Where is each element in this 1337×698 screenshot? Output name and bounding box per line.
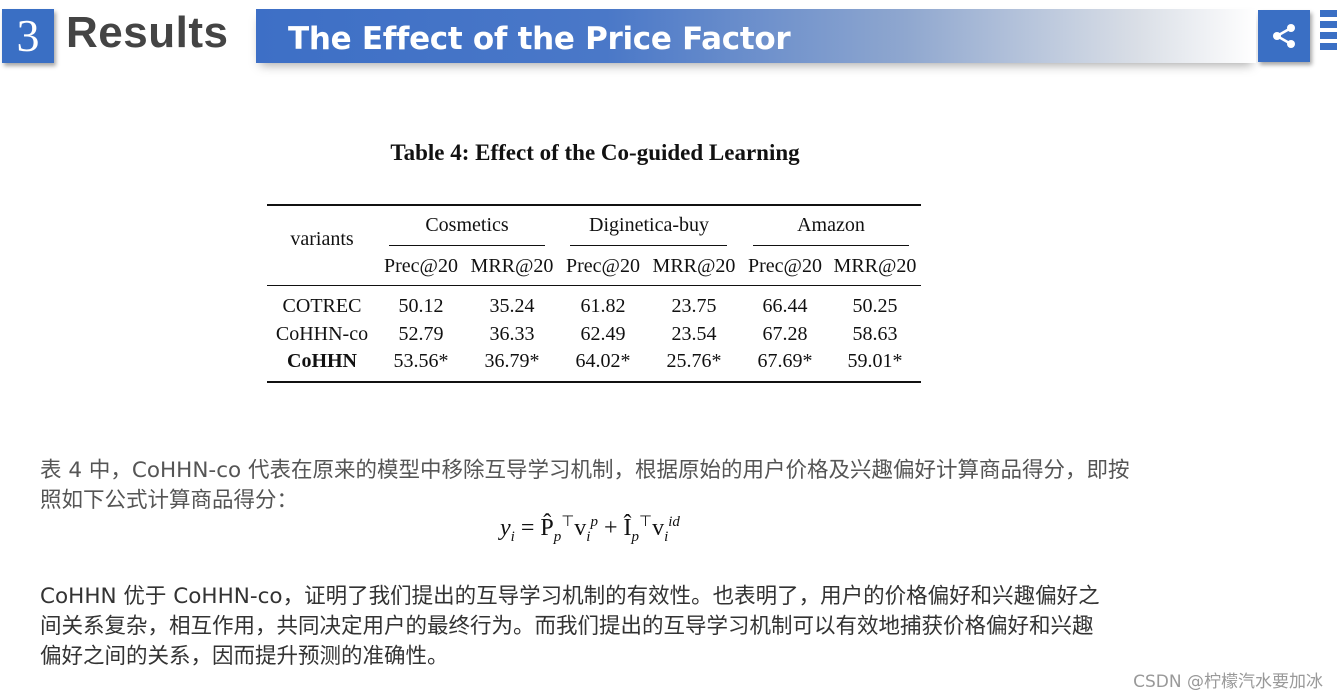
group-header: Cosmetics — [425, 214, 509, 236]
paragraph-line: CoHHN 优于 CoHHN-co，证明了我们提出的互导学习机制的有效性。也表明… — [40, 584, 1100, 609]
title-banner: The Effect of the Price Factor — [256, 9, 1256, 63]
table-cell: 50.12 — [398, 295, 444, 317]
section-number-badge: 3 — [2, 9, 54, 63]
paragraph-line: 照如下公式计算商品得分： — [40, 488, 299, 513]
score-formula: yi = P̂p⊤vip + Îp⊤viid — [500, 514, 680, 545]
row-header-label: variants — [290, 228, 354, 250]
table-cell: 52.79 — [398, 323, 444, 345]
metric-header: MRR@20 — [833, 255, 917, 277]
table-top-rule — [267, 204, 921, 206]
table-mid-rule — [267, 285, 921, 286]
table-cell: 64.02* — [575, 350, 631, 372]
table-cell: 50.25 — [852, 295, 898, 317]
table-cell: 36.79* — [484, 350, 540, 372]
share-icon — [1273, 24, 1295, 48]
table-cell: 23.54 — [671, 323, 717, 345]
metric-header: Prec@20 — [384, 255, 458, 277]
metric-header: Prec@20 — [566, 255, 640, 277]
section-title: Results — [66, 8, 229, 57]
metric-header: MRR@20 — [652, 255, 736, 277]
share-button[interactable] — [1258, 10, 1310, 62]
table-cell: 62.49 — [580, 323, 626, 345]
table-cell: 53.56* — [393, 350, 449, 372]
table-cell: 67.28 — [762, 323, 808, 345]
paragraph-line: 表 4 中，CoHHN-co 代表在原来的模型中移除互导学习机制，根据原始的用户… — [40, 458, 1130, 483]
menu-icon[interactable] — [1320, 10, 1337, 62]
row-name: CoHHN-co — [275, 323, 369, 345]
table-cell: 58.63 — [852, 323, 898, 345]
group-header: Diginetica-buy — [589, 214, 709, 236]
metric-header: MRR@20 — [470, 255, 554, 277]
paragraph-intro: 表 4 中，CoHHN-co 代表在原来的模型中移除互导学习机制，根据原始的用户… — [40, 456, 1320, 516]
table-cell: 61.82 — [580, 295, 626, 317]
table-cell: 36.33 — [489, 323, 535, 345]
paragraph-line: 偏好之间的关系，因而提升预测的准确性。 — [40, 644, 449, 669]
group-rule — [753, 245, 909, 246]
group-header: Amazon — [797, 214, 865, 236]
banner-title: The Effect of the Price Factor — [288, 21, 791, 57]
table-cell: 35.24 — [489, 295, 535, 317]
group-rule — [389, 245, 545, 246]
paragraph-line: 间关系复杂，相互作用，共同决定用户的最终行为。而我们提出的互导学习机制可以有效地… — [40, 614, 1094, 639]
table-caption: Table 4: Effect of the Co-guided Learnin… — [390, 140, 800, 165]
watermark: CSDN @柠檬汽水要加冰 — [1133, 672, 1323, 692]
group-rule — [570, 245, 727, 246]
row-name: COTREC — [282, 295, 362, 317]
metric-header: Prec@20 — [748, 255, 822, 277]
table-cell: 23.75 — [671, 295, 717, 317]
table-bottom-rule — [267, 381, 921, 383]
table-cell: 25.76* — [666, 350, 722, 372]
results-table: variants Cosmetics Diginetica-buy Amazon… — [267, 204, 921, 384]
row-name: CoHHN — [287, 350, 357, 372]
table-cell: 67.69* — [757, 350, 813, 372]
table-cell: 59.01* — [847, 350, 903, 372]
paragraph-conclusion: CoHHN 优于 CoHHN-co，证明了我们提出的互导学习机制的有效性。也表明… — [40, 582, 1320, 672]
table-cell: 66.44 — [762, 295, 808, 317]
